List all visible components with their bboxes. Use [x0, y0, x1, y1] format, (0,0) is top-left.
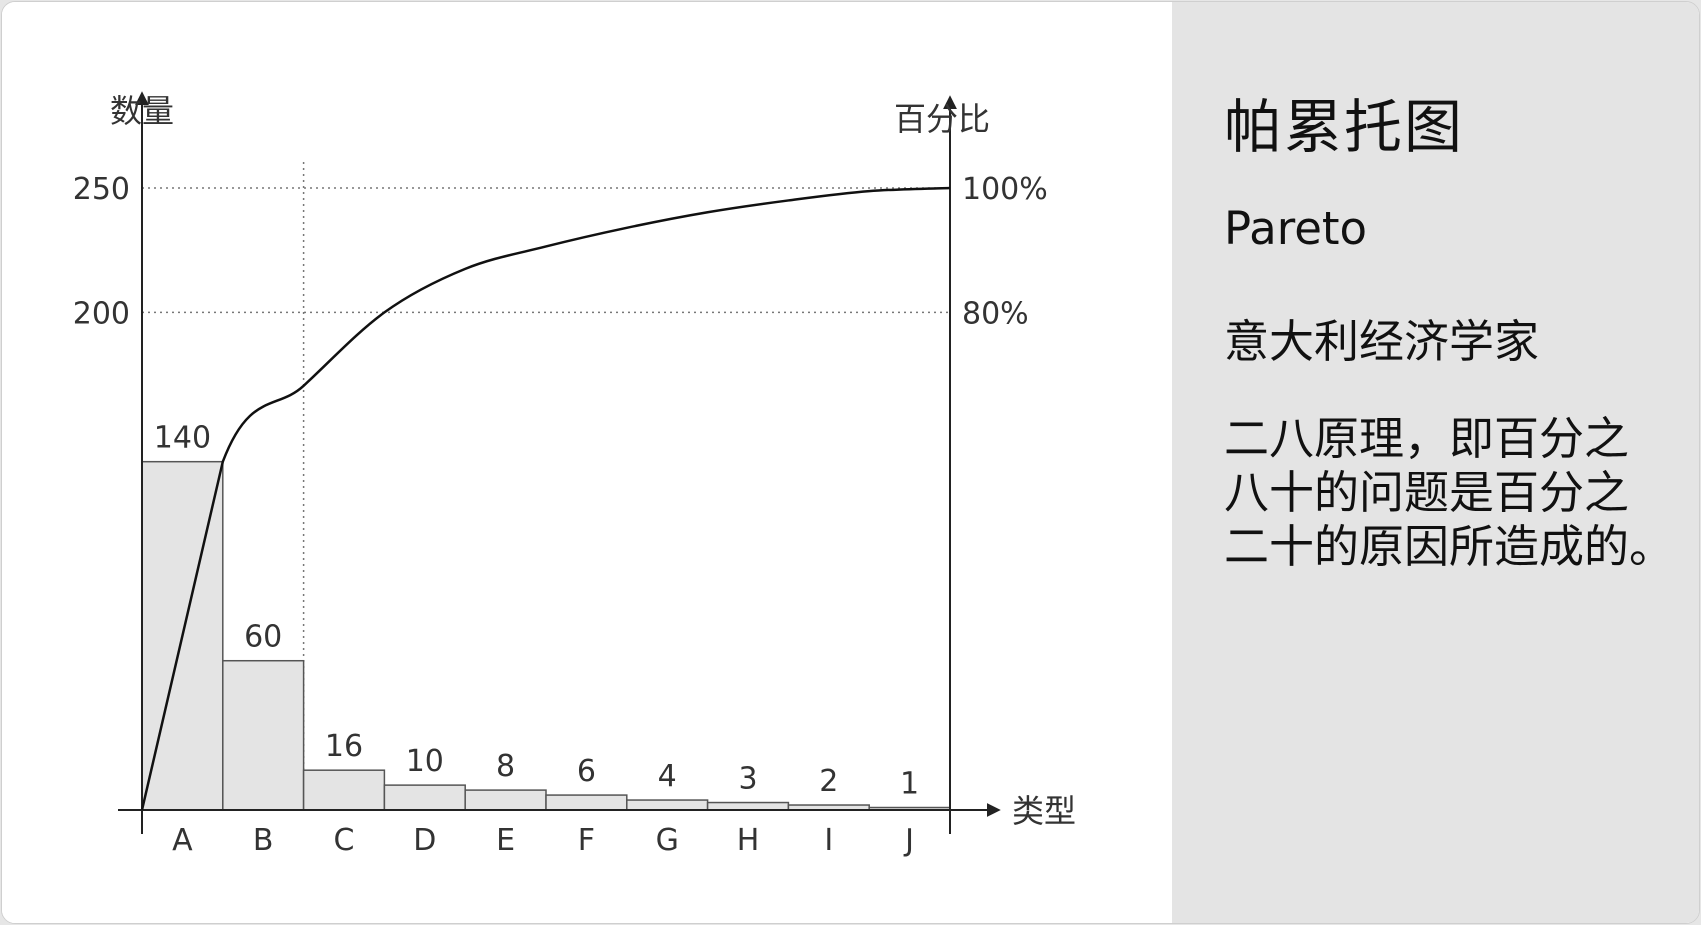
y2-axis-label: 百分比 — [894, 100, 990, 138]
panel-title: 帕累托图 — [1224, 93, 1465, 161]
bar-value-label: 16 — [325, 729, 363, 764]
panel-principle: 二八原理，即百分之 八十的问题是百分之 二十的原因所造成的。 — [1224, 412, 1694, 574]
bar-D — [383, 784, 466, 811]
pareto-chart: 数量 百分比 类型 250 200 100% 80% 140 A 60 B 16 C 10 D 8 E 6 F… — [73, 91, 1076, 858]
bar-value-label: 3 — [738, 762, 757, 797]
bar-G — [626, 799, 709, 811]
y-tick-label: 250 — [73, 172, 130, 207]
principle-line-3: 二十的原因所造成的。 — [1224, 520, 1675, 573]
category-label: G — [656, 823, 679, 858]
cumulative-percent-line — [140, 186, 951, 811]
principle-line-1: 二八原理，即百分之 — [1224, 412, 1630, 465]
category-label: H — [737, 823, 760, 858]
panel-subtitle: Pareto — [1224, 202, 1368, 255]
bar-value-label: 4 — [658, 759, 677, 794]
category-label: C — [334, 823, 355, 858]
panel-description: 意大利经济学家 — [1224, 315, 1540, 368]
bar-E — [464, 789, 547, 811]
chart-panel: 数量 百分比 类型 250 200 100% 80% 140 A 60 B 16 C 10 D 8 E 6 F… — [2, 2, 1172, 923]
y-axis-label: 数量 — [110, 92, 174, 130]
category-label: A — [172, 823, 193, 858]
text-panel: 帕累托图 Pareto 意大利经济学家 二八原理，即百分之 八十的问题是百分之 … — [1172, 2, 1699, 923]
category-label: I — [824, 823, 833, 858]
y2-tick-label: 100% — [962, 172, 1048, 207]
bar-value-label: 140 — [154, 421, 211, 456]
bar-value-label: 2 — [819, 764, 838, 799]
bar-value-label: 6 — [577, 754, 596, 789]
category-label: D — [413, 823, 436, 858]
bar-value-label: 8 — [496, 749, 515, 784]
x-axis-label: 类型 — [1012, 792, 1076, 830]
y-tick-label: 200 — [73, 296, 130, 331]
principle-line-2: 八十的问题是百分之 — [1224, 466, 1630, 519]
category-label: F — [578, 823, 595, 858]
bar-C — [302, 769, 386, 811]
y2-tick-label: 80% — [962, 296, 1029, 331]
bar-value-label: 60 — [244, 620, 282, 655]
bar-value-label: 1 — [900, 767, 919, 802]
category-label: E — [496, 823, 515, 858]
bar-B — [222, 659, 305, 811]
bar-value-label: 10 — [406, 744, 444, 779]
bar-H — [706, 801, 790, 811]
category-label: J — [903, 823, 914, 858]
category-label: B — [253, 823, 274, 858]
bar-F — [545, 794, 628, 811]
